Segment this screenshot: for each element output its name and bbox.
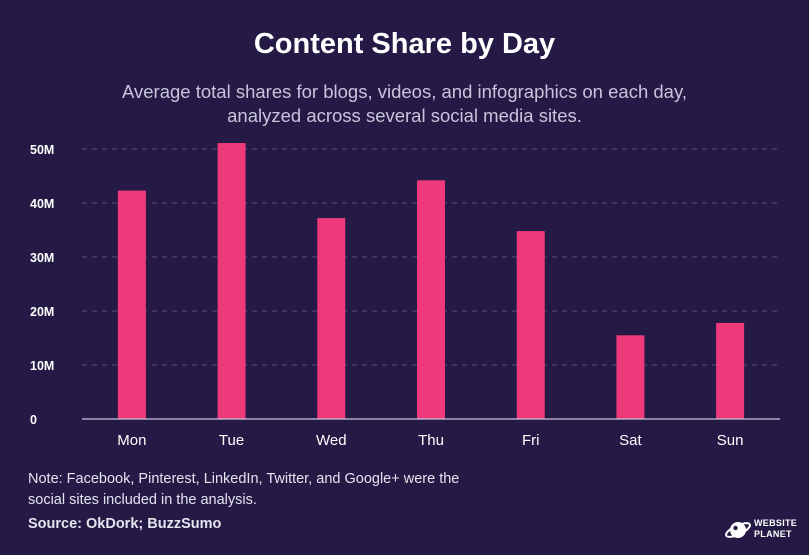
y-tick-label: 0 [30,413,37,427]
y-tick-label: 10M [30,359,54,373]
planet-icon [725,522,751,538]
bar-sun [716,322,745,419]
x-tick-label: Mon [117,432,146,449]
chart-subtitle: Average total shares for blogs, videos, … [122,81,687,126]
footnote: Note: Facebook, Pinterest, LinkedIn, Twi… [28,471,460,508]
bar-sat [616,335,645,419]
x-tick-label: Sun [717,432,744,449]
x-tick-label: Sat [619,432,642,449]
y-tick-label: 40M [30,197,54,211]
y-tick-label: 30M [30,251,54,265]
bar-thu [417,180,445,419]
bar-tue [217,143,246,419]
x-tick-label: Wed [316,432,347,449]
bar-wed [317,218,346,419]
logo-line-2: PLANET [754,529,792,539]
x-tick-label: Fri [522,432,540,449]
bar-chart: 0 10M 20M 30M 40M 50M Mon Tue Wed Thu Fri Sat Sun [30,143,780,449]
website-planet-logo: WEBSITE PLANET [724,515,804,545]
x-tick-label: Thu [418,432,444,449]
bar-fri [516,231,545,419]
source-line: Source: OkDork; BuzzSumo [28,516,222,532]
y-tick-label: 20M [30,305,54,319]
x-tick-label: Tue [219,432,244,449]
y-tick-label: 50M [30,143,54,157]
logo-line-1: WEBSITE [754,518,798,528]
bar-mon [117,190,146,419]
chart-title: Content Share by Day [253,28,556,60]
